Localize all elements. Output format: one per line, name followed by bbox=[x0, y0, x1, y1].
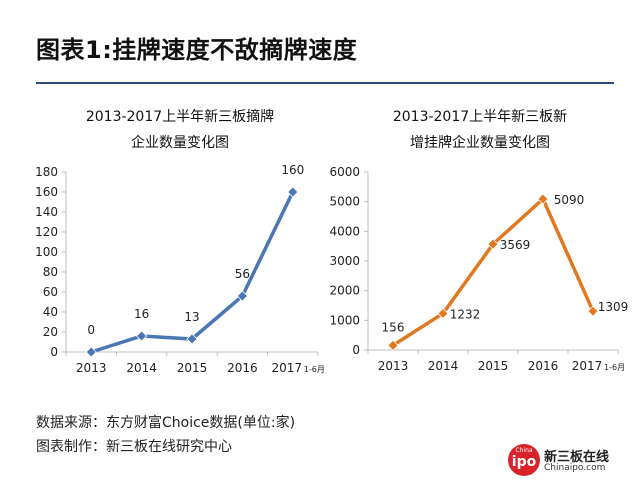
left-x-tick-label: 2017 bbox=[272, 361, 303, 375]
right-data-label: 156 bbox=[382, 320, 405, 334]
right-data-point bbox=[487, 238, 499, 250]
left-y-tick-label: 180 bbox=[35, 165, 58, 179]
page-title: 图表1:挂牌速度不敌摘牌速度 bbox=[36, 36, 358, 64]
data-source-note: 数据来源：东方财富Choice数据(单位:家) bbox=[36, 415, 296, 431]
right-data-point bbox=[587, 305, 599, 317]
chinaipo-logo: China ipo 新三板在线 Chinaipo.com bbox=[508, 444, 628, 480]
right-y-tick-label: 0 bbox=[352, 343, 360, 357]
logo-url: Chinaipo.com bbox=[544, 463, 606, 473]
left-x-tick-label: 2016 bbox=[227, 361, 258, 375]
right-data-label: 3569 bbox=[500, 238, 531, 252]
right-data-label: 1309 bbox=[598, 300, 629, 314]
left-x-tick-suffix: 1-6月 bbox=[304, 365, 325, 374]
right-line-chart: 0 1000 2000 3000 4000 5000 6000 2013 2014 2015 201… bbox=[329, 165, 628, 373]
right-x-tick-label: 2016 bbox=[528, 359, 559, 373]
left-y-tick-label: 160 bbox=[35, 185, 58, 199]
right-data-point bbox=[387, 339, 399, 351]
right-x-tick-suffix: 1-6月 bbox=[604, 363, 625, 372]
left-x-tick-label: 2013 bbox=[76, 361, 107, 375]
right-x-tick-label: 2013 bbox=[378, 359, 409, 373]
right-x-tick-label: 2017 bbox=[572, 359, 603, 373]
left-y-tick-label: 120 bbox=[35, 225, 58, 239]
left-data-point bbox=[136, 330, 148, 342]
left-data-label: 16 bbox=[134, 307, 149, 321]
right-y-tick-label: 6000 bbox=[329, 165, 360, 179]
right-chart-title-line1: 2013-2017上半年新三板新 bbox=[392, 109, 568, 125]
left-data-point bbox=[236, 290, 248, 302]
right-x-tick-label: 2014 bbox=[428, 359, 459, 373]
left-y-tick-label: 0 bbox=[50, 345, 58, 359]
right-y-tick-label: 2000 bbox=[329, 284, 360, 298]
left-data-label: 13 bbox=[184, 310, 199, 324]
logo-badge: China ipo bbox=[508, 444, 540, 476]
left-series-line bbox=[89, 190, 295, 354]
right-y-tick-label: 1000 bbox=[329, 313, 360, 327]
right-y-tick-label: 3000 bbox=[329, 254, 360, 268]
chart-maker-note: 图表制作：新三板在线研究中心 bbox=[36, 439, 232, 455]
left-x-tick-label: 2015 bbox=[177, 361, 208, 375]
right-chart-title-line2: 增挂牌企业数量变化图 bbox=[410, 135, 550, 151]
right-y-tick-label: 5000 bbox=[329, 195, 360, 209]
logo-name: 新三板在线 bbox=[544, 450, 610, 465]
left-x-tick-label: 2014 bbox=[126, 361, 157, 375]
logo-badge-big: ipo bbox=[511, 454, 537, 470]
left-y-tick-label: 60 bbox=[43, 285, 58, 299]
left-data-label: 160 bbox=[281, 163, 304, 177]
left-chart-title: 2013-2017上半年新三板摘牌 企业数量变化图 bbox=[40, 104, 320, 156]
left-y-tick-label: 100 bbox=[35, 245, 58, 259]
right-x-tick-label: 2015 bbox=[478, 359, 509, 373]
left-y-tick-label: 40 bbox=[43, 305, 58, 319]
left-chart-title-line2: 企业数量变化图 bbox=[131, 135, 229, 151]
right-data-label: 1232 bbox=[450, 307, 481, 321]
left-chart-title-line1: 2013-2017上半年新三板摘牌 bbox=[85, 109, 275, 125]
left-data-point bbox=[85, 346, 97, 358]
left-data-point bbox=[186, 333, 198, 345]
title-rule bbox=[36, 82, 614, 84]
left-data-label: 0 bbox=[87, 323, 95, 337]
right-data-point bbox=[537, 193, 549, 205]
left-data-label: 56 bbox=[235, 267, 250, 281]
right-y-tick-label: 4000 bbox=[329, 224, 360, 238]
right-data-point bbox=[437, 307, 449, 320]
left-y-tick-label: 80 bbox=[43, 265, 58, 279]
right-chart-title: 2013-2017上半年新三板新 增挂牌企业数量变化图 bbox=[340, 104, 620, 156]
logo-badge-small: China bbox=[515, 447, 533, 454]
left-data-point bbox=[287, 186, 299, 198]
left-y-tick-label: 140 bbox=[35, 205, 58, 219]
left-y-tick-label: 20 bbox=[43, 325, 58, 339]
right-data-label: 5090 bbox=[554, 193, 585, 207]
right-series-line bbox=[391, 197, 595, 348]
